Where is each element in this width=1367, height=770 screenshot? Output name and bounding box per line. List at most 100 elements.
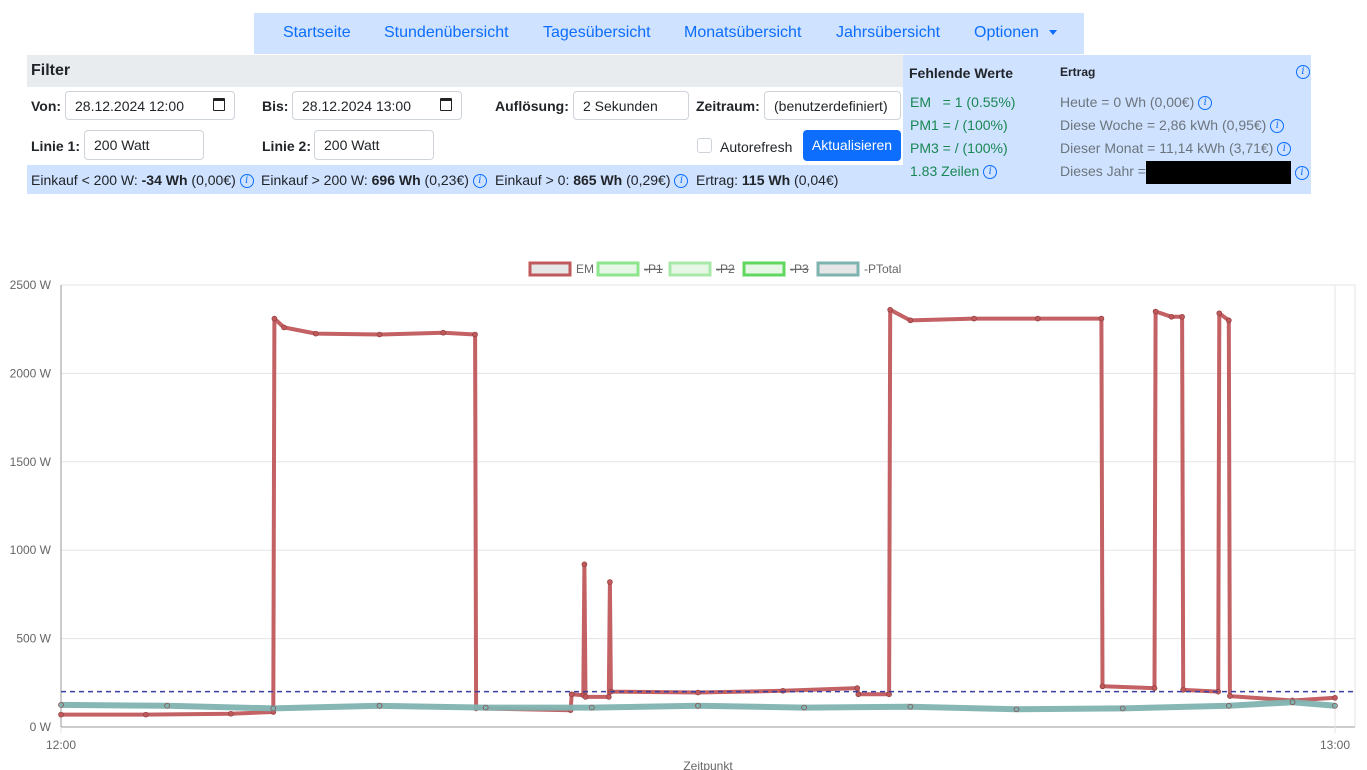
einkauf-lt-label: Einkauf < 200 W: (31, 172, 138, 188)
info-icon[interactable]: i (1198, 96, 1213, 111)
data-point (589, 704, 595, 711)
info-icon[interactable]: i (472, 174, 487, 189)
calendar-icon[interactable] (440, 98, 452, 111)
nav-optionen-dropdown[interactable]: Optionen (974, 24, 1058, 42)
linie2-value: 200 Watt (324, 137, 380, 153)
y-tick-label: 2500 W (10, 278, 52, 292)
side-panel: Fehlende Werte Ertrag i EM = 1 (0.55%) P… (903, 55, 1311, 194)
autorefresh-label[interactable]: Autorefresh (720, 139, 793, 155)
data-point (228, 710, 234, 717)
data-point (270, 705, 277, 712)
caret-down-icon (1049, 30, 1058, 36)
info-icon[interactable]: i (1277, 142, 1292, 157)
data-point (1168, 314, 1175, 320)
data-point (855, 691, 862, 698)
y-tick-label: 1500 W (10, 455, 52, 469)
calendar-icon[interactable] (213, 98, 225, 111)
data-point (1179, 314, 1185, 320)
y-tick-label: 0 W (30, 720, 52, 734)
einkauf-0-value: 865 Wh (573, 172, 623, 188)
data-point (143, 711, 149, 718)
ertrag-value: 115 Wh (741, 172, 791, 188)
data-point (907, 317, 914, 324)
data-point (281, 324, 287, 331)
info-icon[interactable]: i (1296, 65, 1310, 79)
info-icon[interactable]: i (239, 174, 254, 189)
linie1-label: Linie 1: (31, 138, 81, 154)
data-point (886, 691, 892, 698)
info-icon[interactable]: i (674, 174, 689, 189)
info-icon[interactable]: i (983, 165, 998, 180)
missing-rows-text: 1.83 Zeilen (910, 163, 980, 179)
aktualisieren-button[interactable]: Aktualisieren (803, 130, 901, 161)
nav-monatsuebersicht[interactable]: Monatsübersicht (684, 24, 802, 41)
fehlende-werte-title: Fehlende Werte (909, 65, 1013, 81)
nav-jahrsuebersicht[interactable]: Jahrsübersicht (836, 24, 941, 41)
einkauf-gt-cost: (0,23€) (424, 172, 469, 188)
power-chart[interactable]: 0 W 500 W 1000 W 1500 W 2000 W 2500 W 12:00 13:… (0, 250, 1367, 770)
linie1-input[interactable]: 200 Watt (84, 130, 204, 160)
aufloesung-select[interactable]: 2 Sekunden (573, 91, 689, 120)
von-value: 28.12.2024 12:00 (75, 98, 184, 114)
aufloesung-value: 2 Sekunden (583, 98, 658, 114)
ertrag-heute: Heute = 0 Wh (0,00€) i (1060, 94, 1213, 111)
data-point (695, 689, 701, 696)
data-point (581, 561, 588, 568)
summary-ertrag: Ertrag: 115 Wh (0,04€) (696, 172, 838, 188)
y-tick-label: 2000 W (10, 366, 52, 380)
data-point (1216, 310, 1223, 317)
data-point (854, 685, 861, 691)
summary-einkauf-lt-200: Einkauf < 200 W: -34 Wh (0,00€) i (31, 172, 254, 189)
data-point (1289, 699, 1296, 706)
data-point (1098, 315, 1105, 322)
aufloesung-label: Auflösung: (495, 98, 569, 114)
legend-swatch (596, 261, 640, 277)
data-point (1119, 705, 1126, 712)
autorefresh-checkbox[interactable] (697, 138, 712, 153)
zeitraum-select[interactable]: (benutzerdefiniert) (764, 91, 901, 120)
top-navbar: Startseite Stundenübersicht Tagesübersic… (254, 13, 1084, 54)
einkauf-lt-value: -34 Wh (141, 172, 188, 188)
data-point (780, 687, 786, 694)
data-point (1152, 308, 1159, 315)
linie2-input[interactable]: 200 Watt (314, 130, 434, 160)
zeitraum-label: Zeitraum: (696, 98, 760, 114)
bis-label: Bis: (262, 98, 289, 114)
data-point (376, 331, 383, 338)
data-point (1226, 317, 1232, 324)
nav-stundenuebersicht[interactable]: Stundenübersicht (384, 24, 509, 41)
data-point (1226, 702, 1232, 709)
linie1-value: 200 Watt (94, 137, 150, 153)
data-point (1227, 693, 1233, 699)
filter-header: Filter (27, 55, 903, 87)
x-axis-title: Zeitpunkt (683, 759, 733, 770)
von-datetime-input[interactable]: 28.12.2024 12:00 (65, 91, 235, 120)
data-point (801, 704, 807, 711)
data-point (907, 703, 914, 710)
ertrag-jahr-text: Dieses Jahr = (1060, 163, 1146, 180)
legend-label: -P2 (716, 262, 735, 276)
x-tick-label: 13:00 (1320, 738, 1350, 752)
y-tick-label: 500 W (16, 632, 51, 646)
ertrag-title: Ertrag (1060, 65, 1096, 79)
einkauf-0-cost: (0,29€) (626, 172, 671, 188)
bis-datetime-input[interactable]: 28.12.2024 13:00 (292, 91, 462, 120)
legend-label: EM (576, 262, 594, 276)
summary-einkauf-gt-0: Einkauf > 0: 865 Wh (0,29€) i (495, 172, 689, 189)
data-point (1332, 702, 1338, 709)
data-point (971, 315, 977, 322)
legend-label: -PTotal (864, 262, 901, 276)
ertrag-woche-text: Diese Woche = 2,86 kWh (0,95€) (1060, 117, 1267, 133)
data-point (271, 315, 278, 322)
nav-tagesuebersicht[interactable]: Tagesübersicht (543, 24, 651, 41)
legend-label: -P3 (790, 262, 809, 276)
nav-startseite[interactable]: Startseite (283, 24, 351, 41)
data-point (58, 711, 64, 718)
series-line-ptotal (60, 699, 1336, 713)
ertrag-label: Ertrag: (696, 172, 739, 188)
info-icon[interactable]: i (1270, 119, 1285, 134)
legend-label: -P1 (644, 262, 663, 276)
info-icon[interactable]: i (1294, 165, 1309, 180)
einkauf-lt-cost: (0,00€) (191, 172, 236, 188)
legend-swatch (668, 261, 712, 277)
